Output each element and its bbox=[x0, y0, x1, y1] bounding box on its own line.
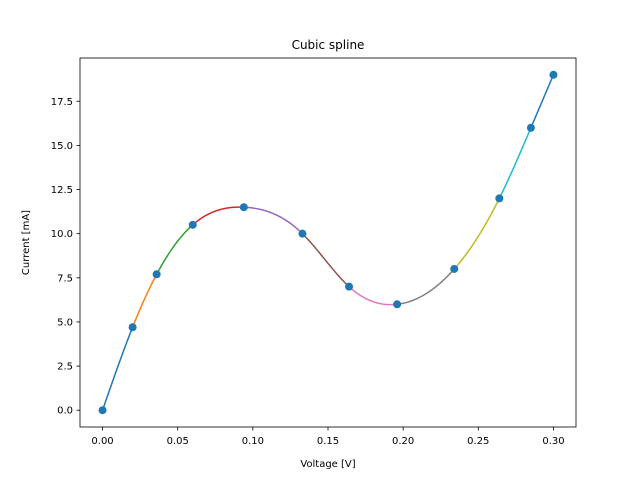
y-tick-label: 5.0 bbox=[57, 317, 73, 328]
x-axis-label: Voltage [V] bbox=[300, 459, 355, 470]
spline-segment-9 bbox=[453, 198, 501, 270]
plot-area bbox=[80, 58, 576, 427]
x-tick-label: 0.15 bbox=[317, 436, 339, 447]
x-tick-label: 0.20 bbox=[392, 436, 414, 447]
data-point bbox=[495, 194, 504, 203]
y-tick-label: 7.5 bbox=[57, 273, 73, 284]
data-markers bbox=[98, 70, 558, 415]
data-point bbox=[298, 229, 307, 238]
data-point bbox=[152, 270, 161, 279]
spline-curves bbox=[101, 74, 555, 411]
x-axis: 0.00 0.05 0.10 0.15 0.20 0.25 0.30 bbox=[91, 427, 565, 447]
data-point bbox=[239, 203, 248, 212]
spline-segment-5 bbox=[243, 206, 303, 235]
data-point bbox=[98, 406, 107, 415]
spline-segment-7 bbox=[348, 286, 398, 306]
spline-segment-2 bbox=[131, 273, 158, 328]
data-point bbox=[128, 323, 137, 332]
data-point bbox=[450, 264, 459, 273]
y-tick-label: 17.5 bbox=[51, 97, 73, 108]
y-axis: 0.0 2.5 5.0 7.5 10.0 12.5 15.0 17.5 bbox=[51, 97, 80, 417]
y-tick-label: 10.0 bbox=[51, 229, 73, 240]
data-point bbox=[393, 300, 402, 309]
x-tick-label: 0.25 bbox=[467, 436, 489, 447]
spline-segment-11 bbox=[530, 74, 555, 129]
x-tick-label: 0.10 bbox=[242, 436, 264, 447]
spline-segment-1 bbox=[101, 326, 134, 411]
data-point bbox=[345, 282, 354, 291]
chart-title: Cubic spline bbox=[292, 38, 365, 52]
x-tick-label: 0.00 bbox=[91, 436, 113, 447]
y-axis-label: Current [mA] bbox=[21, 210, 32, 275]
spline-segment-10 bbox=[498, 127, 532, 199]
y-tick-label: 15.0 bbox=[51, 141, 73, 152]
data-point bbox=[549, 70, 558, 79]
x-tick-label: 0.30 bbox=[542, 436, 564, 447]
data-point bbox=[188, 220, 197, 229]
spline-segment-8 bbox=[397, 268, 455, 306]
data-point bbox=[526, 123, 535, 132]
y-tick-label: 2.5 bbox=[57, 362, 73, 373]
spline-segment-3 bbox=[155, 224, 194, 275]
y-tick-label: 0.0 bbox=[57, 406, 73, 417]
spline-segment-4 bbox=[192, 206, 244, 226]
spline-segment-6 bbox=[301, 233, 350, 288]
x-tick-label: 0.05 bbox=[167, 436, 189, 447]
y-tick-label: 12.5 bbox=[51, 185, 73, 196]
